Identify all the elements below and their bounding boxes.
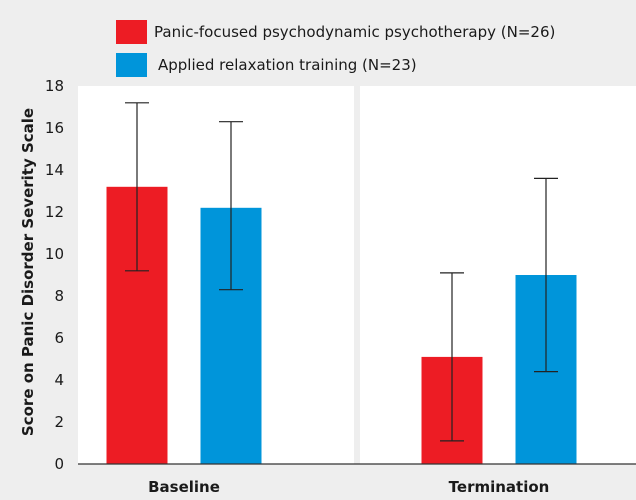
y-tick-label: 10 bbox=[45, 245, 64, 263]
y-tick-label: 12 bbox=[45, 203, 64, 221]
error-bar-termination-series-2 bbox=[534, 177, 558, 373]
y-tick-label: 16 bbox=[45, 119, 64, 137]
y-tick-label: 0 bbox=[54, 455, 64, 473]
error-bar-baseline-series-2 bbox=[219, 121, 243, 291]
panel-termination bbox=[360, 86, 636, 464]
y-tick-label: 8 bbox=[54, 287, 64, 305]
legend-label: Applied relaxation training (N=23) bbox=[158, 56, 417, 74]
y-tick-label: 2 bbox=[54, 413, 64, 431]
legend-swatch bbox=[116, 53, 147, 77]
y-tick-label: 6 bbox=[54, 329, 64, 347]
x-category-label: Baseline bbox=[148, 478, 220, 496]
legend-item-series-1: Panic-focused psychodynamic psychotherap… bbox=[116, 20, 555, 44]
error-bar-termination-series-1 bbox=[440, 272, 464, 442]
y-tick-label: 4 bbox=[54, 371, 64, 389]
legend-label: Panic-focused psychodynamic psychotherap… bbox=[154, 23, 555, 41]
legend-swatch bbox=[116, 20, 147, 44]
error-bar-baseline-series-1 bbox=[125, 102, 149, 272]
y-tick-label: 18 bbox=[45, 77, 64, 95]
x-category-label: Termination bbox=[449, 478, 550, 496]
legend-item-series-2: Applied relaxation training (N=23) bbox=[116, 53, 417, 77]
y-tick-label: 14 bbox=[45, 161, 64, 179]
y-axis-title: Score on Panic Disorder Severity Scale bbox=[19, 108, 37, 436]
